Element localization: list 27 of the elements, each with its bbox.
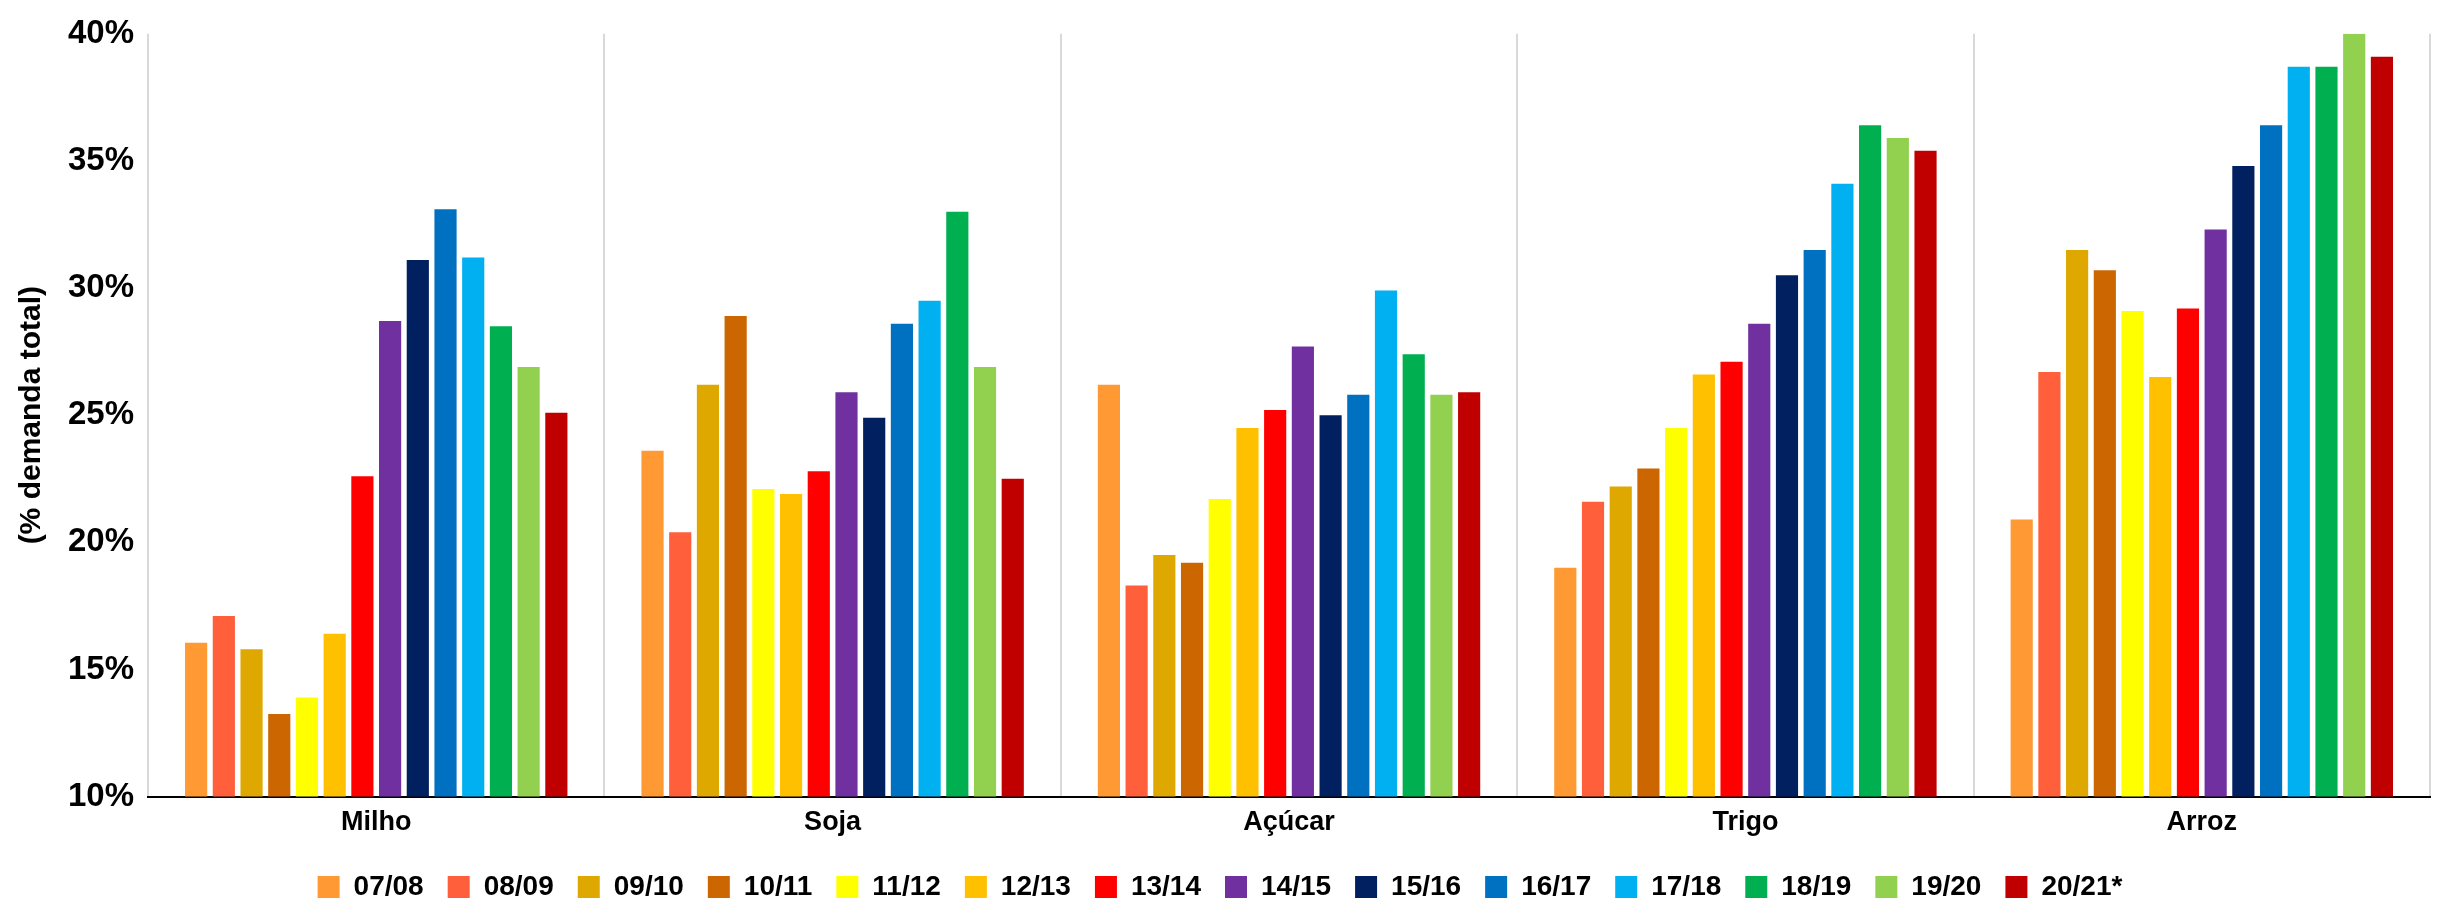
legend-label: 09/10	[613, 869, 684, 901]
y-tick-label: 15%	[67, 648, 135, 686]
y-tick-label: 25%	[67, 394, 135, 432]
x-tick-label: Trigo	[1712, 806, 1779, 837]
x-tick-label: Arroz	[2166, 806, 2238, 837]
legend-label: 17/18	[1651, 869, 1722, 901]
legend-label: 13/14	[1130, 869, 1202, 901]
legend-label: 20/21*	[2041, 869, 2123, 901]
legend-label: 08/09	[483, 869, 554, 901]
y-axis-title: (% demanda total)	[13, 286, 47, 545]
legend-label: 15/16	[1391, 869, 1462, 901]
x-tick-label: Milho	[341, 806, 412, 837]
legend-label: 11/12	[872, 869, 941, 901]
legend-label: 19/20	[1911, 869, 1982, 901]
y-tick-label: 40%	[67, 12, 135, 50]
y-tick-label: 30%	[67, 267, 135, 305]
y-tick-label: 20%	[67, 521, 135, 559]
legend-label: 14/15	[1261, 869, 1332, 901]
x-tick-label: Açúcar	[1243, 806, 1336, 837]
y-tick-label: 10%	[67, 775, 135, 813]
x-tick-label: Soja	[804, 806, 863, 837]
legend-label: 16/17	[1521, 869, 1592, 901]
legend-label: 10/11	[743, 869, 813, 901]
legend-label: 12/13	[1000, 869, 1071, 901]
legend-label: 18/19	[1781, 869, 1852, 901]
legend-label: 07/08	[353, 869, 424, 901]
y-tick-label: 35%	[67, 140, 135, 178]
